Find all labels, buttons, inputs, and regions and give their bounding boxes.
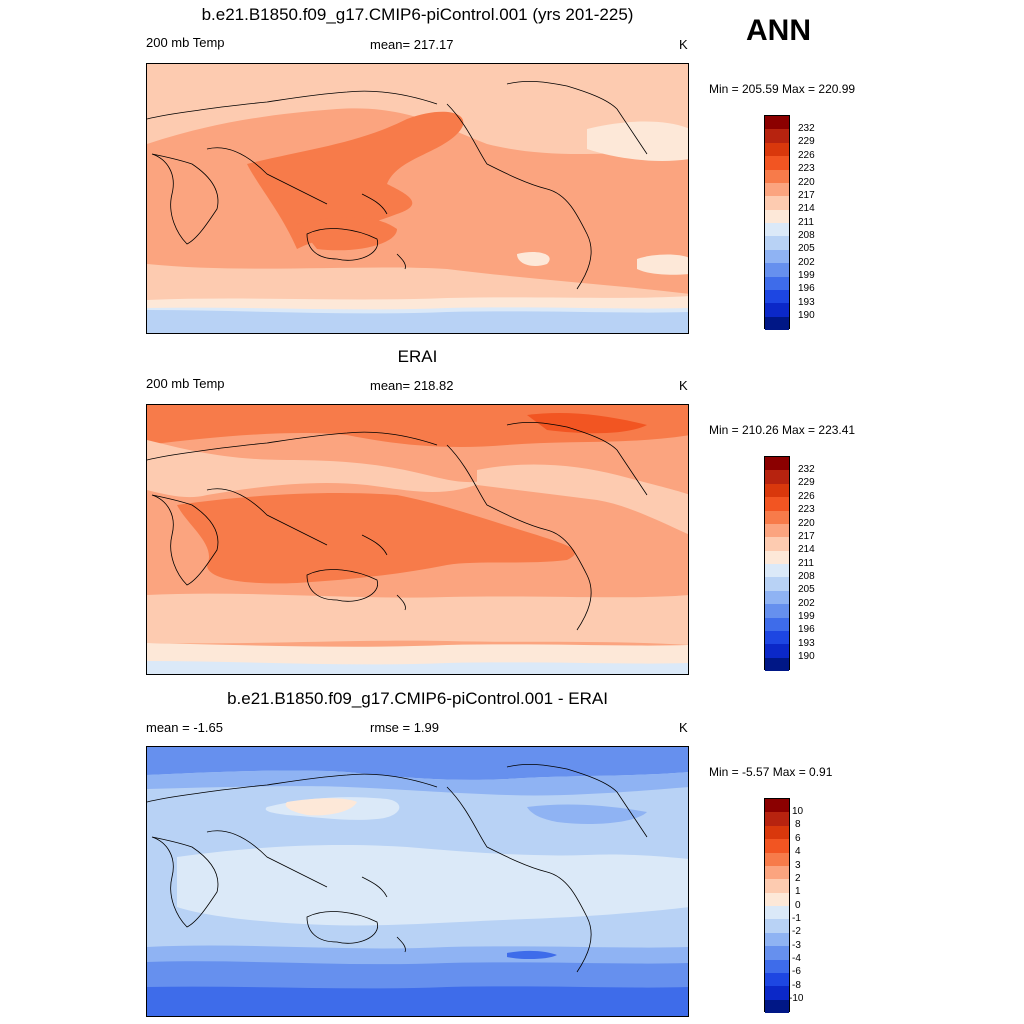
panel2-colorbar-label: 205 — [798, 584, 815, 595]
panel2-colorbar-label: 208 — [798, 571, 815, 582]
panel3-colorbar — [764, 798, 790, 1013]
panel1-colorbar-label: 229 — [798, 136, 815, 147]
panel3-colorbar-label: 0 — [795, 900, 801, 911]
panel1-colorbar-label: 208 — [798, 230, 815, 241]
panel1-minmax: Min = 205.59 Max = 220.99 — [709, 82, 856, 96]
panel3-map — [146, 746, 689, 1017]
panel3-colorbar-label: -2 — [792, 926, 801, 937]
panel2-colorbar-label: 214 — [798, 544, 815, 555]
panel3-colorbar-label: 4 — [795, 846, 801, 857]
panel1-colorbar-label: 202 — [798, 257, 815, 268]
panel2-units: K — [679, 378, 688, 393]
panel1-colorbar-label: 196 — [798, 283, 815, 294]
panel2-colorbar-label: 232 — [798, 464, 815, 475]
season-label: ANN — [746, 14, 811, 47]
panel3-colorbar-label: 10 — [792, 806, 804, 817]
panel1-colorbar-label: 223 — [798, 163, 815, 174]
panel2-colorbar-label: 190 — [798, 651, 815, 662]
panel3-rmse: rmse = 1.99 — [370, 720, 440, 735]
panel2-colorbar-label: 229 — [798, 477, 815, 488]
panel3-colorbar-label: -4 — [792, 953, 801, 964]
panel1-colorbar-label: 211 — [798, 217, 814, 228]
panel2-colorbar — [764, 456, 790, 671]
panel3-mean: mean = -1.65 — [146, 720, 223, 735]
panel1-colorbar-label: 232 — [798, 123, 815, 134]
panel2-colorbar-label: 217 — [798, 531, 815, 542]
panel1-colorbar-label: 214 — [798, 203, 815, 214]
panel3-title: b.e21.B1850.f09_g17.CMIP6-piControl.001 … — [227, 689, 608, 708]
panel1-colorbar-label: 220 — [798, 177, 815, 188]
panel2-left-label: 200 mb Temp — [146, 376, 225, 391]
panel3-colorbar-label: 3 — [795, 860, 801, 871]
panel3-colorbar-label: -1 — [792, 913, 801, 924]
panel1-colorbar-label: 193 — [798, 297, 815, 308]
panel1-colorbar-label: 205 — [798, 243, 815, 254]
panel1-title: b.e21.B1850.f09_g17.CMIP6-piControl.001 … — [201, 5, 634, 24]
panel3-colorbar-label: -6 — [792, 966, 801, 977]
panel3-colorbar-label: 1 — [795, 886, 801, 897]
panel1-colorbar-label: 199 — [798, 270, 815, 281]
panel2-colorbar-label: 202 — [798, 598, 815, 609]
panel2-colorbar-label: 199 — [798, 611, 815, 622]
panel2-minmax: Min = 210.26 Max = 223.41 — [709, 423, 856, 437]
panel1-mean: mean= 217.17 — [370, 37, 454, 52]
panel1-map — [146, 63, 689, 334]
panel1-colorbar-label: 190 — [798, 310, 815, 321]
panel2-colorbar-label: 196 — [798, 624, 815, 635]
panel3-colorbar-label: 6 — [795, 833, 801, 844]
panel1-colorbar — [764, 115, 790, 330]
panel2-colorbar-label: 226 — [798, 491, 815, 502]
panel2-colorbar-label: 220 — [798, 518, 815, 529]
panel2-mean: mean= 218.82 — [370, 378, 454, 393]
panel3-minmax: Min = -5.57 Max = 0.91 — [709, 765, 833, 779]
panel3-units: K — [679, 720, 688, 735]
panel3-colorbar-label: -10 — [789, 993, 804, 1004]
panel3-colorbar-label: -8 — [792, 980, 801, 991]
panel1-colorbar-label: 226 — [798, 150, 815, 161]
panel2-colorbar-label: 223 — [798, 504, 815, 515]
panel1-left-label: 200 mb Temp — [146, 35, 225, 50]
panel2-colorbar-label: 211 — [798, 558, 814, 569]
panel2-colorbar-label: 193 — [798, 638, 815, 649]
panel3-colorbar-label: 2 — [795, 873, 801, 884]
panel1-units: K — [679, 37, 688, 52]
panel3-colorbar-label: 8 — [795, 819, 801, 830]
panel2-map — [146, 404, 689, 675]
panel1-colorbar-label: 217 — [798, 190, 815, 201]
panel2-title: ERAI — [397, 347, 438, 366]
panel3-colorbar-label: -3 — [792, 940, 801, 951]
